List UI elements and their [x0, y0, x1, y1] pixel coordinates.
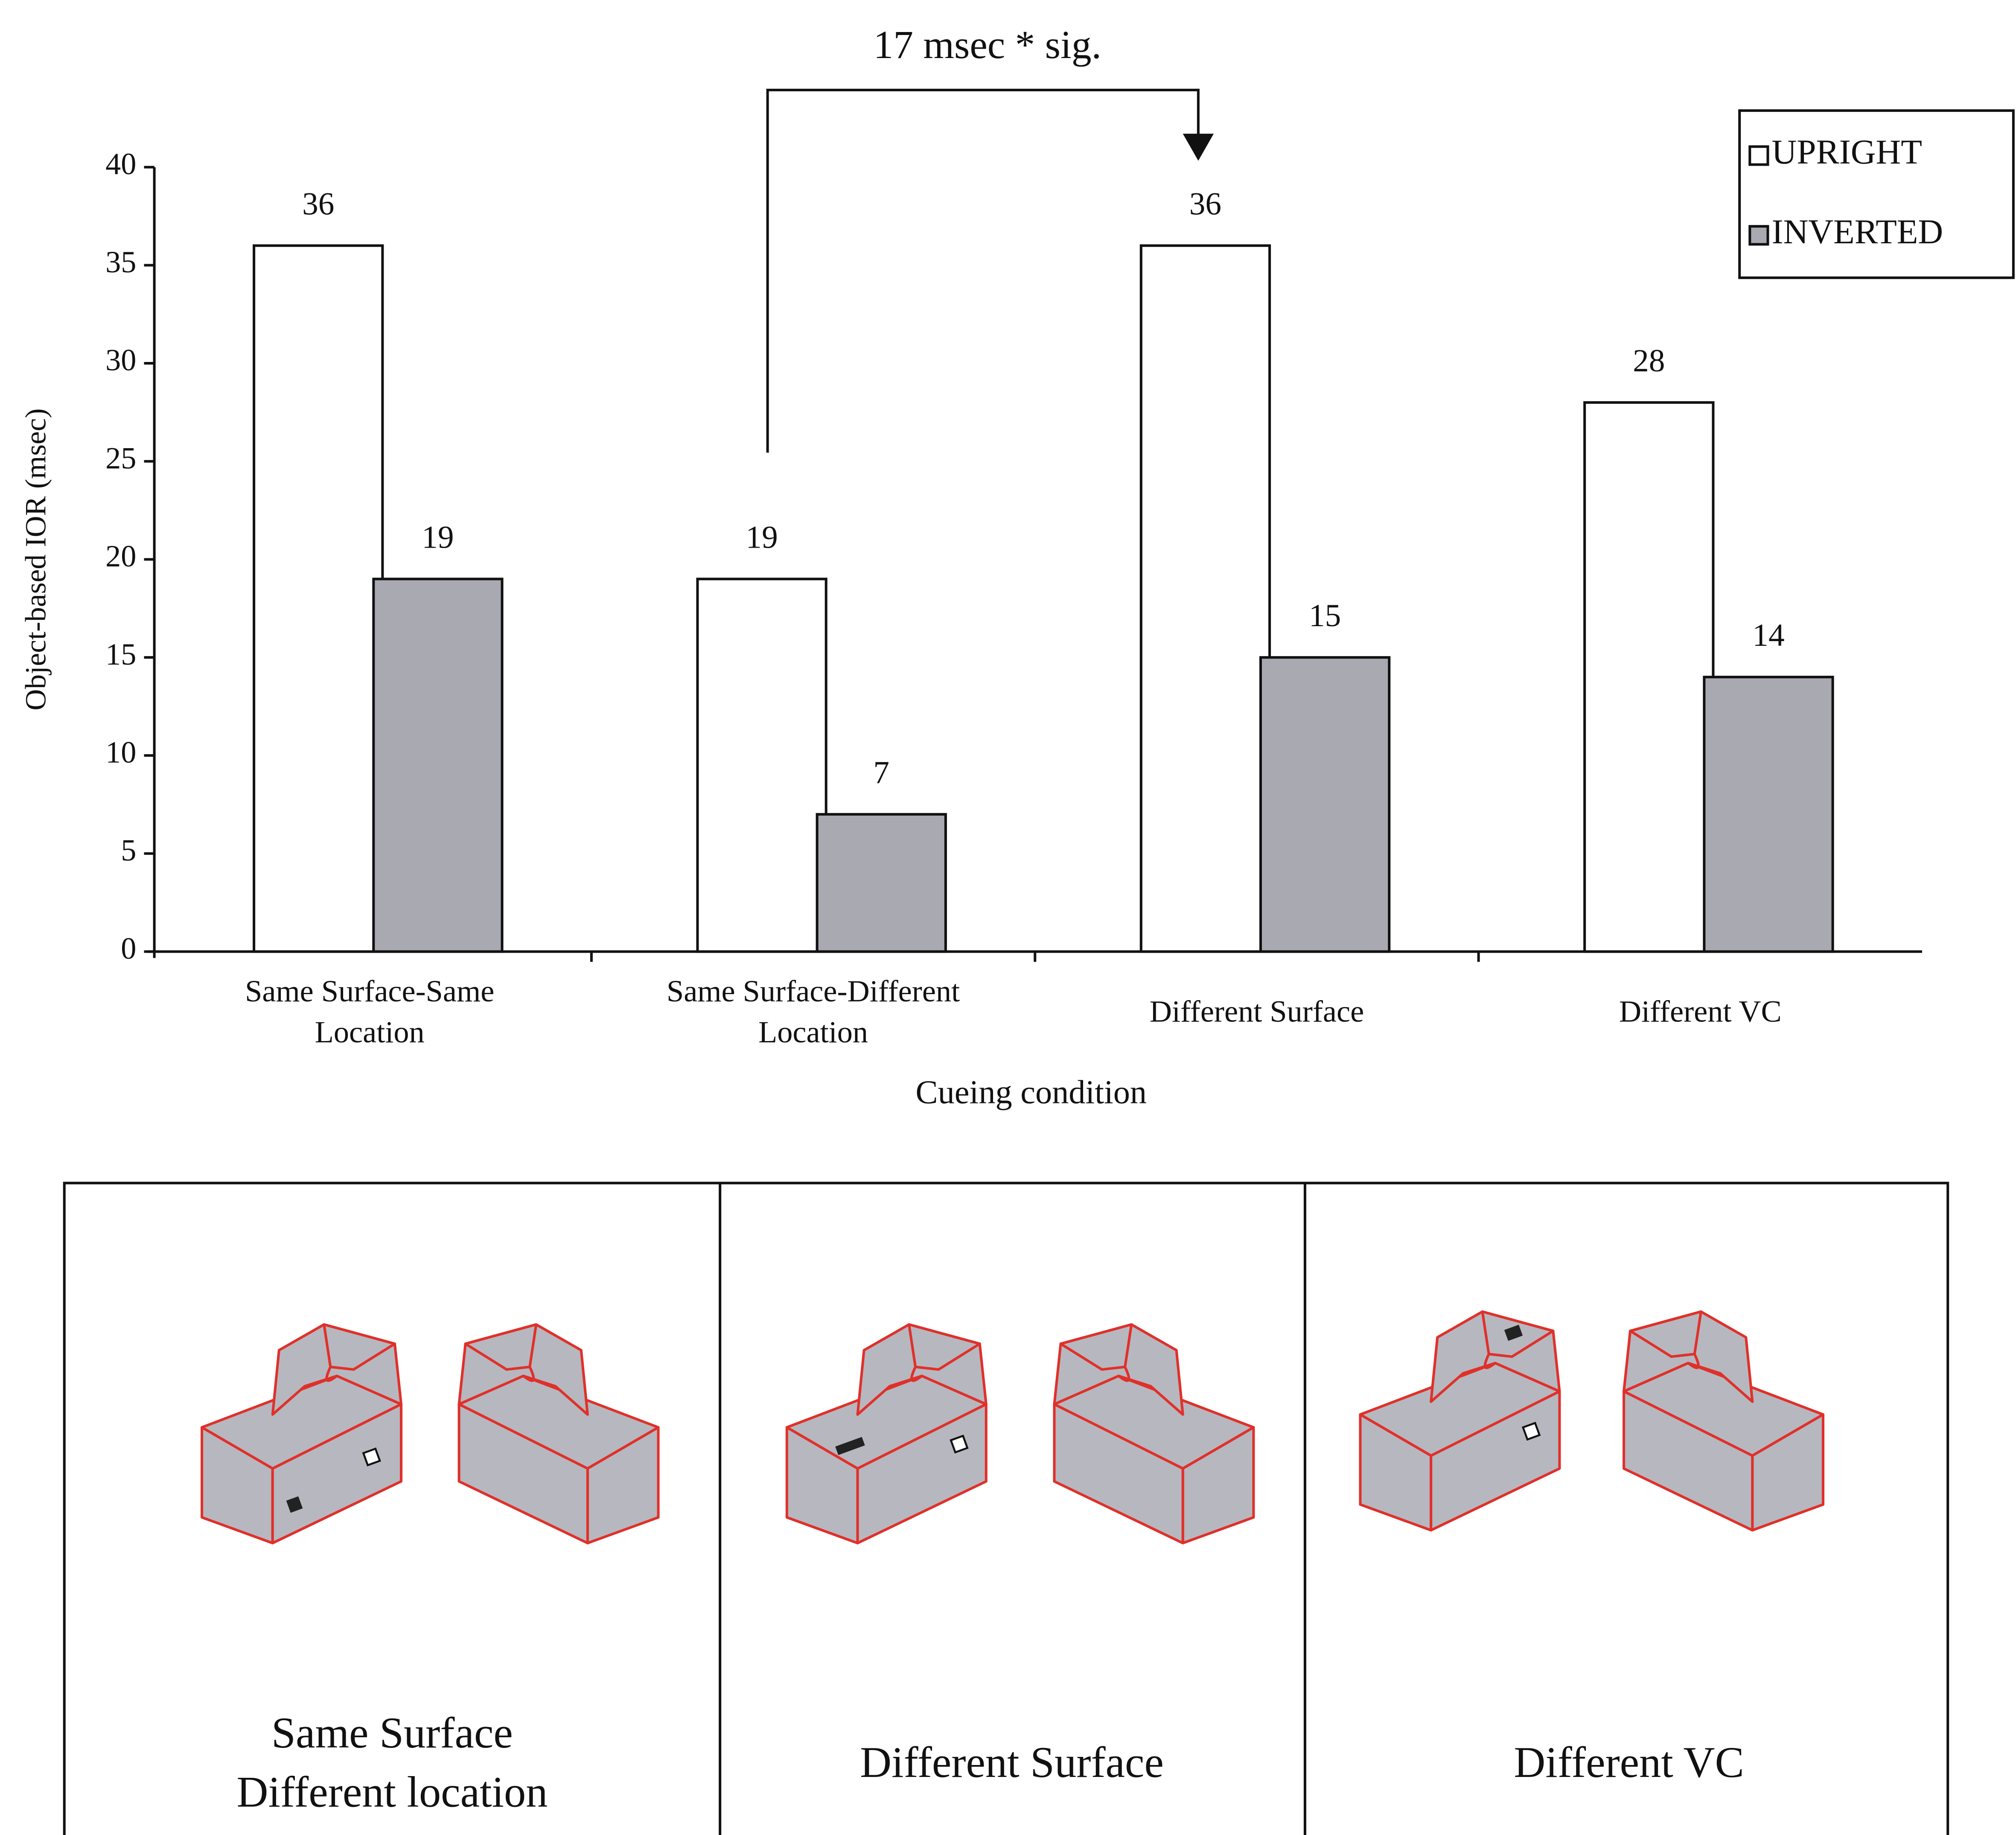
bar	[1703, 676, 1834, 953]
legend-swatch	[1748, 145, 1769, 166]
bar	[696, 578, 827, 953]
y-tick-label: 0	[121, 931, 136, 966]
bar	[372, 578, 504, 953]
x-axis-label: Cueing condition	[915, 1074, 1147, 1111]
stimulus	[202, 1312, 1823, 1543]
value-label: 36	[302, 186, 334, 222]
y-tick-label: 15	[105, 637, 136, 671]
y-tick-label: 25	[105, 441, 136, 475]
value-label: 28	[1633, 343, 1665, 379]
bar	[1139, 244, 1271, 953]
value-label: 14	[1752, 618, 1784, 653]
x-tick-label: Different Surface	[1150, 995, 1364, 1029]
value-label: 36	[1189, 186, 1221, 222]
legend-label: INVERTED	[1771, 213, 1943, 251]
bar	[816, 813, 947, 953]
value-label: 15	[1309, 598, 1341, 633]
panel-labels: Same Surface Different location Different …	[237, 1709, 1744, 1817]
y-tick-label: 10	[105, 735, 136, 770]
legend-label: UPRIGHT	[1771, 133, 1922, 171]
y-tick-label: 5	[121, 833, 136, 867]
panel-frame	[63, 1182, 1949, 1835]
legend: UPRIGHT INVERTED	[1748, 133, 1943, 251]
bracket	[766, 88, 1200, 453]
value-label: 19	[422, 519, 454, 555]
y-tick-label: 20	[105, 539, 136, 573]
x-tick-label: Same Surface-Different Location	[667, 974, 960, 1049]
legend-swatch	[1748, 225, 1769, 246]
legend-box	[1738, 109, 2015, 279]
panel-label: Same Surface Different location	[237, 1709, 548, 1817]
value-label: 19	[746, 519, 778, 555]
panel-label: Different Surface	[860, 1739, 1164, 1787]
annotation: 17 msec * sig.	[874, 23, 1101, 67]
value-label: 7	[873, 755, 889, 791]
bar	[1259, 656, 1391, 953]
bar	[1583, 401, 1715, 953]
y-tick-label: 40	[105, 147, 136, 181]
y-tick-label: 30	[105, 343, 136, 377]
x-tick-label: Same Surface-Same Location	[245, 974, 494, 1049]
y-tick-label: 35	[105, 245, 136, 279]
y-axis-label: Object-based IOR (msec)	[19, 408, 52, 711]
panel-label: Different VC	[1514, 1739, 1744, 1787]
arrowhead	[1183, 134, 1214, 161]
x-tick-label: Different VC	[1619, 995, 1782, 1029]
bar	[253, 244, 384, 953]
